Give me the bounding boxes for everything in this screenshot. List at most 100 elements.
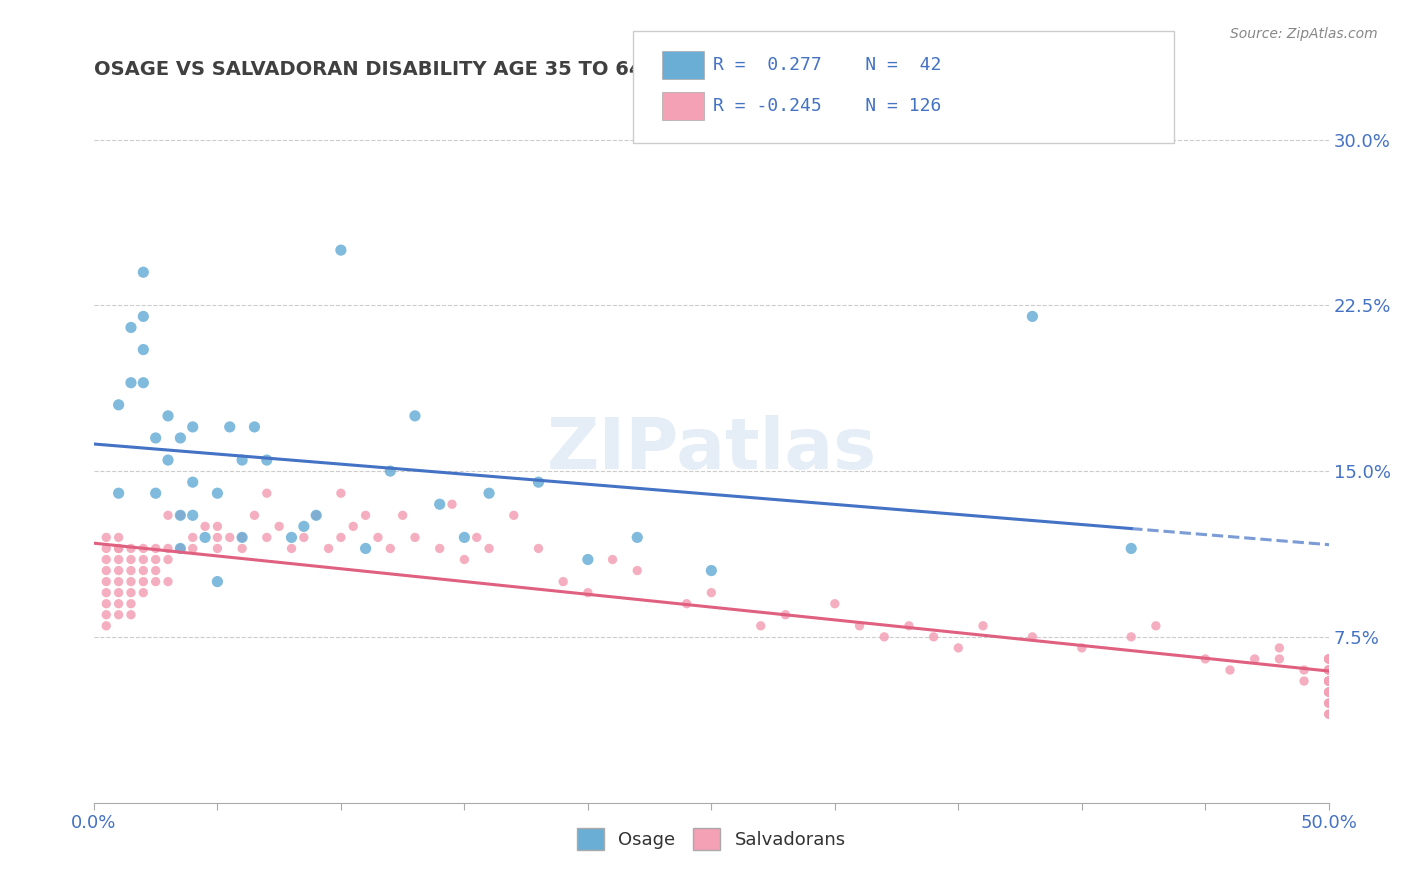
Point <box>107 486 129 500</box>
Point <box>1317 696 1340 710</box>
Point <box>132 585 155 599</box>
Point <box>231 453 253 467</box>
Text: ZIPatlas: ZIPatlas <box>547 415 876 483</box>
Point <box>96 541 118 556</box>
Point <box>305 508 328 523</box>
Point <box>169 508 191 523</box>
Point <box>453 552 475 566</box>
Point <box>96 530 118 544</box>
Point <box>107 398 129 412</box>
Point <box>231 530 253 544</box>
Point <box>96 619 118 633</box>
Point <box>132 564 155 578</box>
Point <box>576 585 599 599</box>
Point <box>1317 685 1340 699</box>
Point <box>1317 663 1340 677</box>
Point <box>145 541 167 556</box>
Point <box>169 541 191 556</box>
Point <box>329 486 352 500</box>
Point <box>107 541 129 556</box>
Point <box>675 597 697 611</box>
Point <box>256 453 278 467</box>
Point <box>181 420 204 434</box>
Point <box>280 530 302 544</box>
Point <box>107 607 129 622</box>
Point <box>132 265 155 279</box>
Point <box>626 530 648 544</box>
Point <box>145 564 167 578</box>
Point <box>700 585 723 599</box>
Point <box>478 541 501 556</box>
Point <box>1021 630 1043 644</box>
Point <box>256 530 278 544</box>
Legend: Osage, Salvadorans: Osage, Salvadorans <box>569 821 853 857</box>
Point <box>775 607 797 622</box>
Point <box>107 597 129 611</box>
Point <box>453 530 475 544</box>
Point <box>1317 685 1340 699</box>
Point <box>120 585 142 599</box>
Point <box>1317 652 1340 666</box>
Point <box>157 508 180 523</box>
Point <box>96 564 118 578</box>
Point <box>218 420 240 434</box>
Point <box>194 519 217 533</box>
Point <box>145 574 167 589</box>
Point <box>1121 541 1143 556</box>
Point <box>207 574 229 589</box>
Point <box>848 619 870 633</box>
Point <box>1317 685 1340 699</box>
Point <box>181 530 204 544</box>
Point <box>1317 652 1340 666</box>
Point <box>132 376 155 390</box>
Point <box>749 619 772 633</box>
Point <box>1268 652 1291 666</box>
Point <box>465 530 488 544</box>
Point <box>145 552 167 566</box>
Point <box>107 574 129 589</box>
Point <box>132 343 155 357</box>
Point <box>1317 663 1340 677</box>
Point <box>897 619 920 633</box>
Point <box>145 486 167 500</box>
Point <box>96 574 118 589</box>
Point <box>1294 674 1316 689</box>
Point <box>207 530 229 544</box>
Point <box>1317 707 1340 722</box>
Point <box>1317 674 1340 689</box>
Point <box>269 519 291 533</box>
Point <box>602 552 624 566</box>
Point <box>157 574 180 589</box>
Point <box>120 320 142 334</box>
Point <box>207 541 229 556</box>
Point <box>1317 674 1340 689</box>
Point <box>107 541 129 556</box>
Point <box>169 431 191 445</box>
Point <box>1317 674 1340 689</box>
Point <box>342 519 364 533</box>
Point <box>120 541 142 556</box>
Point <box>429 541 451 556</box>
Point <box>354 541 377 556</box>
Point <box>243 420 266 434</box>
Point <box>107 530 129 544</box>
Point <box>1021 310 1043 324</box>
Point <box>700 564 723 578</box>
Point <box>873 630 896 644</box>
Point <box>305 508 328 523</box>
Point <box>120 552 142 566</box>
Point <box>1294 663 1316 677</box>
Point <box>107 552 129 566</box>
Point <box>1317 663 1340 677</box>
Point <box>96 597 118 611</box>
Point <box>922 630 945 644</box>
Point <box>292 519 315 533</box>
Point <box>404 409 426 423</box>
Point <box>1317 696 1340 710</box>
Point <box>824 597 846 611</box>
Point <box>972 619 994 633</box>
Point <box>948 640 970 655</box>
Point <box>329 243 352 257</box>
Point <box>318 541 340 556</box>
Point <box>354 508 377 523</box>
